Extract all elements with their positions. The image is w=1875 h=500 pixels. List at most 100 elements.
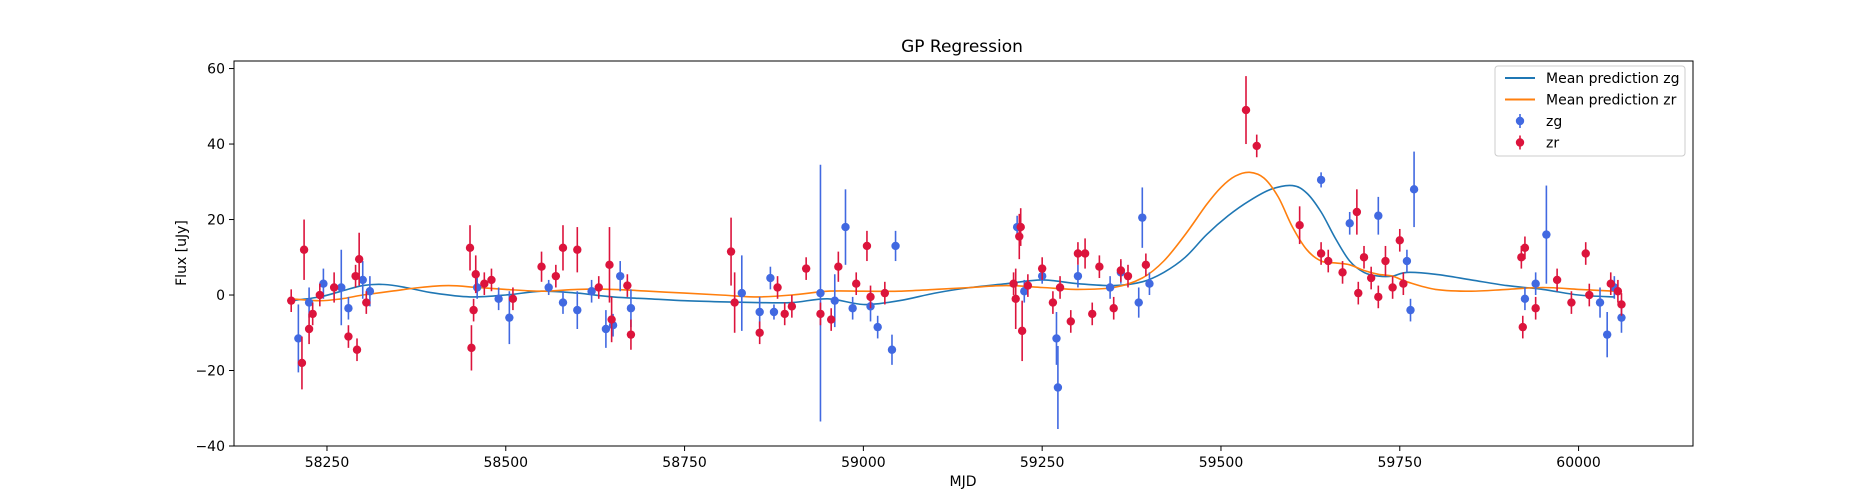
zg-marker bbox=[587, 287, 596, 296]
zr-marker bbox=[1116, 266, 1126, 275]
zr-marker bbox=[344, 332, 353, 341]
zr-point bbox=[1395, 228, 1404, 252]
zr-point bbox=[487, 268, 496, 292]
x-tick-label: 59000 bbox=[841, 455, 886, 471]
zr-point bbox=[1080, 238, 1090, 269]
zg-point bbox=[1374, 196, 1383, 235]
plot-frame bbox=[233, 60, 1694, 447]
zr-point bbox=[362, 291, 371, 314]
zg-marker bbox=[1053, 383, 1063, 392]
zr-marker bbox=[1366, 273, 1376, 283]
zr-point bbox=[467, 325, 476, 371]
zr-point bbox=[351, 264, 360, 288]
zg-point bbox=[887, 334, 897, 365]
zr-point bbox=[1073, 242, 1083, 265]
zr-marker bbox=[1395, 236, 1404, 245]
zr-point bbox=[1023, 274, 1033, 297]
zr-marker bbox=[626, 330, 636, 339]
zr-point bbox=[1109, 296, 1118, 320]
zr-point bbox=[852, 272, 861, 296]
zg-point bbox=[1531, 272, 1540, 296]
y-tick-label: −20 bbox=[195, 364, 225, 380]
zg-marker bbox=[1602, 330, 1612, 339]
zr-point bbox=[1352, 189, 1362, 235]
zr-marker bbox=[1088, 309, 1097, 319]
zr-point bbox=[773, 276, 782, 299]
zg-point bbox=[1134, 287, 1143, 318]
zr-marker bbox=[573, 245, 582, 254]
zr-marker bbox=[1374, 292, 1383, 302]
zr-point bbox=[1095, 255, 1104, 279]
zr-marker bbox=[1011, 294, 1020, 303]
zg-point bbox=[587, 279, 596, 303]
x-tick-label: 58750 bbox=[662, 455, 707, 471]
y-tick-label: 0 bbox=[216, 288, 225, 304]
zg-marker bbox=[816, 288, 825, 298]
zr-point bbox=[1252, 134, 1261, 158]
zg-marker bbox=[1145, 279, 1154, 288]
zg-marker bbox=[1520, 294, 1530, 303]
zr-marker bbox=[755, 328, 764, 337]
zr-point bbox=[287, 289, 296, 313]
zr-marker bbox=[362, 298, 371, 307]
zr-marker bbox=[487, 275, 496, 285]
zg-marker bbox=[319, 279, 328, 288]
zr-marker bbox=[465, 243, 475, 253]
zr-point bbox=[1552, 268, 1562, 292]
zr-marker bbox=[1352, 207, 1362, 217]
legend-marker-swatch bbox=[1515, 116, 1525, 126]
zr-point bbox=[1354, 281, 1363, 305]
zg-point bbox=[616, 261, 625, 292]
zr-marker bbox=[1048, 298, 1058, 307]
zr-marker bbox=[730, 298, 739, 307]
zr-marker bbox=[852, 279, 861, 288]
zr-point bbox=[780, 302, 789, 326]
zr-marker bbox=[1316, 249, 1326, 258]
zg-point bbox=[494, 287, 503, 311]
zg-point bbox=[358, 261, 367, 299]
x-tick-label: 59750 bbox=[1377, 455, 1422, 471]
zr-marker bbox=[1585, 290, 1594, 300]
zr-point bbox=[1066, 310, 1075, 333]
zg-point bbox=[344, 296, 353, 320]
zr-marker bbox=[1252, 141, 1261, 151]
zr-point bbox=[508, 287, 518, 311]
zr-point bbox=[315, 283, 325, 307]
zg-point bbox=[337, 249, 346, 326]
zr-marker bbox=[469, 305, 478, 315]
zr-marker bbox=[1581, 249, 1590, 258]
x-tick-label: 60000 bbox=[1556, 455, 1601, 471]
zr-marker bbox=[1606, 279, 1615, 288]
zg-marker bbox=[294, 334, 303, 343]
zg-marker bbox=[830, 296, 839, 305]
zg-marker bbox=[1105, 283, 1115, 292]
zg-point bbox=[848, 296, 857, 320]
zr-marker bbox=[1123, 271, 1133, 281]
zr-marker bbox=[287, 296, 296, 305]
zr-point bbox=[834, 251, 843, 282]
legend-box bbox=[1494, 65, 1686, 157]
zr-marker bbox=[352, 345, 362, 354]
zr-point bbox=[1374, 285, 1383, 309]
zr-point bbox=[816, 302, 825, 326]
zr-point bbox=[880, 281, 890, 305]
zr-marker bbox=[594, 283, 603, 292]
zr-marker bbox=[1073, 249, 1083, 258]
zr-marker bbox=[866, 292, 875, 302]
zr-marker bbox=[329, 283, 339, 292]
x-axis-label: MJD bbox=[950, 474, 977, 490]
zr-point bbox=[1241, 76, 1251, 145]
zg-marker bbox=[358, 275, 367, 285]
zr-marker bbox=[1399, 279, 1408, 288]
legend-label: zr bbox=[1546, 136, 1559, 152]
zg-marker bbox=[1402, 256, 1412, 266]
zr-marker bbox=[467, 343, 476, 353]
zr-point bbox=[1617, 293, 1626, 316]
zr-marker bbox=[551, 271, 561, 281]
zg-point bbox=[1053, 345, 1063, 430]
zr-point bbox=[801, 257, 811, 280]
zr-point bbox=[726, 217, 736, 286]
zg-point bbox=[1409, 151, 1419, 228]
zg-point bbox=[873, 315, 882, 339]
zr-marker bbox=[1381, 256, 1390, 266]
